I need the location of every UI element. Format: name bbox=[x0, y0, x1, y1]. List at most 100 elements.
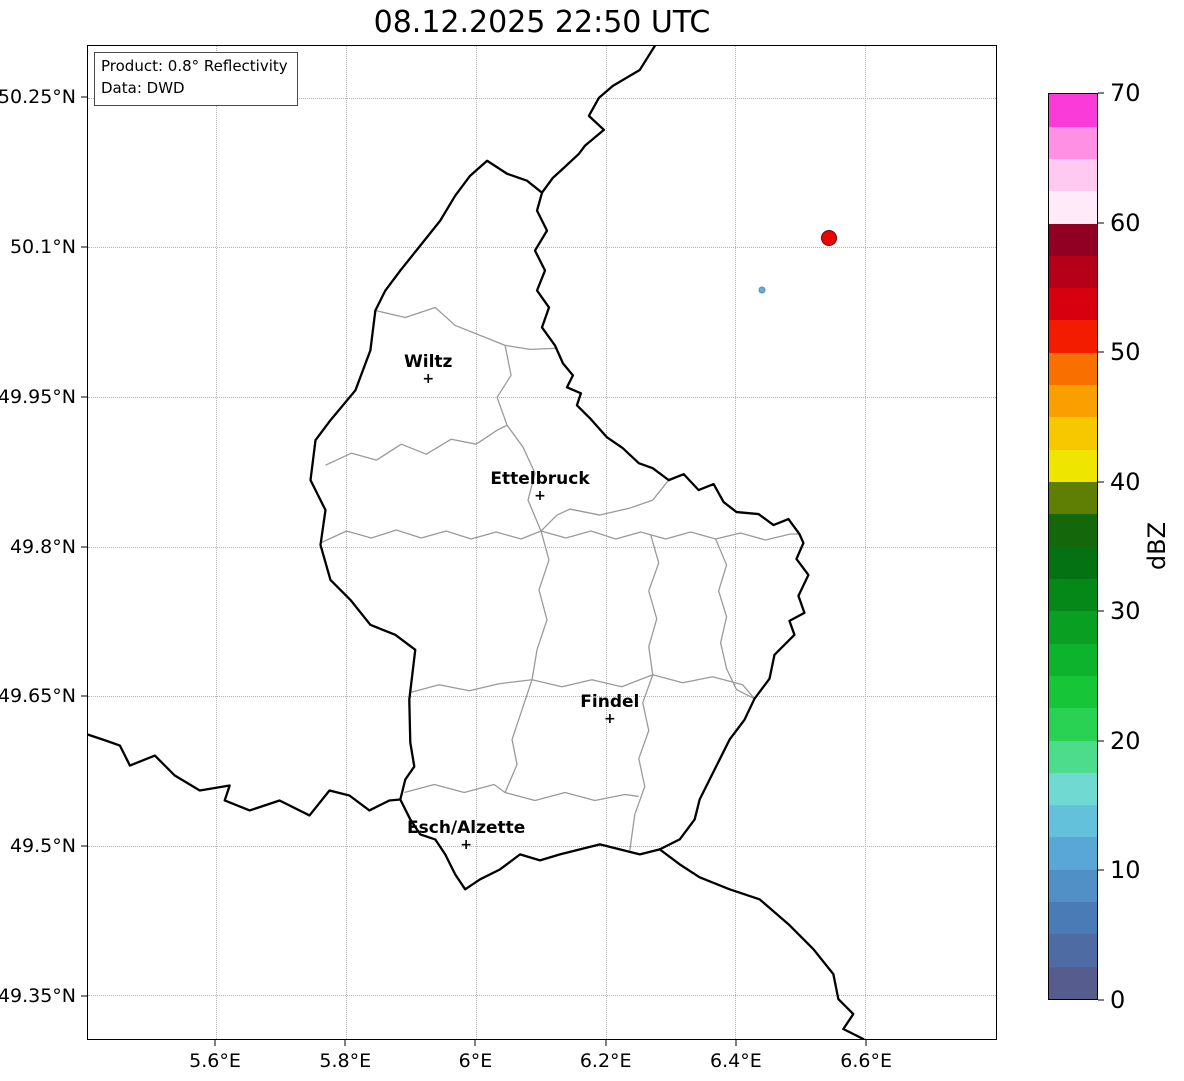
colorbar-segment bbox=[1049, 837, 1097, 870]
x-tick-mark bbox=[605, 1040, 607, 1046]
y-tick-label: 49.65°N bbox=[0, 685, 76, 708]
colorbar-tick-label: 20 bbox=[1110, 726, 1141, 755]
x-tick-mark bbox=[344, 1040, 346, 1046]
y-tick-label: 50.25°N bbox=[0, 86, 76, 109]
city-label: Wiltz bbox=[404, 352, 453, 373]
y-tick-label: 50.1°N bbox=[9, 235, 76, 258]
gridline-horizontal bbox=[88, 397, 996, 399]
district-border bbox=[375, 306, 555, 351]
colorbar-segment bbox=[1049, 255, 1097, 289]
y-tick-label: 49.95°N bbox=[0, 385, 76, 408]
colorbar-segment bbox=[1049, 902, 1097, 935]
x-tick-label: 5.8°E bbox=[319, 1050, 372, 1072]
gridline-horizontal bbox=[88, 546, 996, 548]
colorbar-segment bbox=[1049, 514, 1097, 547]
external-country-border bbox=[540, 46, 656, 194]
colorbar-segment bbox=[1049, 191, 1097, 224]
colorbar-segment bbox=[1049, 578, 1097, 612]
colorbar-segment bbox=[1049, 546, 1097, 579]
gridline-vertical bbox=[475, 46, 477, 1039]
colorbar-segment bbox=[1049, 675, 1097, 709]
y-tick-label: 49.35°N bbox=[0, 985, 76, 1008]
colorbar-segment bbox=[1049, 320, 1097, 353]
colorbar-tick-mark bbox=[1098, 481, 1104, 483]
product-info-box: Product: 0.8° Reflectivity Data: DWD bbox=[94, 52, 298, 106]
colorbar-segment bbox=[1049, 126, 1097, 159]
district-border bbox=[629, 534, 660, 851]
city-marker: + bbox=[460, 837, 473, 854]
y-axis: 50.25°N 50.1°N 49.95°N 49.8°N 49.65°N 49.5°N 4… bbox=[0, 45, 87, 1040]
x-tick-label: 6.4°E bbox=[710, 1050, 762, 1072]
x-axis: 5.6°E 5.8°E 6°E 6.2°E 6.4°E 6.6°E bbox=[87, 1040, 997, 1081]
colorbar-segment bbox=[1049, 223, 1097, 256]
colorbar-tick-label: 60 bbox=[1110, 208, 1141, 237]
colorbar-segment bbox=[1049, 449, 1097, 482]
radar-echo bbox=[758, 286, 766, 294]
colorbar-segment bbox=[1049, 417, 1097, 450]
colorbar-segment bbox=[1049, 643, 1097, 676]
x-tick-mark bbox=[735, 1040, 737, 1046]
city-label: Esch/Alzette bbox=[407, 818, 526, 839]
gridline-horizontal bbox=[88, 845, 996, 847]
colorbar bbox=[1048, 93, 1098, 1000]
x-tick-label: 5.6°E bbox=[189, 1050, 241, 1072]
y-tick-mark bbox=[81, 246, 87, 248]
x-tick-mark bbox=[474, 1040, 476, 1046]
country-border-luxembourg bbox=[309, 159, 810, 891]
colorbar-tick-label: 50 bbox=[1110, 338, 1141, 367]
colorbar-segment bbox=[1049, 934, 1097, 967]
colorbar-tick-mark bbox=[1098, 92, 1104, 94]
district-border bbox=[496, 345, 542, 532]
x-tick-mark bbox=[214, 1040, 216, 1046]
x-tick-label: 6.2°E bbox=[579, 1050, 632, 1072]
colorbar-segment bbox=[1049, 158, 1097, 192]
x-tick-mark bbox=[865, 1040, 867, 1046]
gridline-vertical bbox=[605, 46, 607, 1039]
data-source-line: Data: DWD bbox=[101, 78, 185, 97]
city-label: Ettelbruck bbox=[490, 469, 590, 490]
colorbar-tick-mark bbox=[1098, 222, 1104, 224]
city-marker: + bbox=[603, 710, 616, 727]
x-tick-label: 6°E bbox=[458, 1050, 493, 1072]
plot-title: 08.12.2025 22:50 UTC bbox=[373, 5, 711, 40]
y-tick-mark bbox=[81, 396, 87, 398]
colorbar-tick-mark bbox=[1098, 999, 1104, 1001]
map-plot-area: Product: 0.8° Reflectivity Data: DWD + Wi… bbox=[87, 45, 997, 1040]
product-line: Product: 0.8° Reflectivity bbox=[101, 57, 288, 75]
district-border bbox=[320, 529, 800, 544]
colorbar-segment bbox=[1049, 708, 1097, 741]
city-marker: + bbox=[534, 488, 546, 505]
y-tick-mark bbox=[81, 96, 87, 98]
external-country-border bbox=[88, 733, 402, 817]
y-tick-label: 49.8°N bbox=[9, 535, 76, 558]
district-border bbox=[540, 479, 670, 532]
colorbar-tick-label: 30 bbox=[1110, 597, 1141, 626]
colorbar-unit-label: dBZ bbox=[1143, 521, 1171, 571]
gridline-horizontal bbox=[88, 97, 996, 99]
y-tick-mark bbox=[81, 995, 87, 997]
colorbar-segment bbox=[1049, 385, 1097, 418]
colorbar-segment bbox=[1049, 482, 1097, 515]
colorbar-segment bbox=[1049, 611, 1097, 644]
gridline-vertical bbox=[215, 46, 217, 1039]
map-borders-svg bbox=[88, 46, 865, 1039]
city-marker: + bbox=[422, 371, 435, 388]
colorbar-tick-mark bbox=[1098, 740, 1104, 742]
colorbar-tick-mark bbox=[1098, 351, 1104, 353]
city-label: Findel bbox=[580, 691, 640, 712]
colorbar-tick-label: 70 bbox=[1110, 79, 1141, 107]
colorbar-segment bbox=[1049, 966, 1097, 999]
district-border bbox=[409, 674, 756, 700]
colorbar-segment bbox=[1049, 869, 1097, 903]
colorbar-ticks: 0 10 20 30 40 50 60 70 bbox=[1098, 79, 1168, 1014]
colorbar-tick-label: 10 bbox=[1110, 856, 1141, 885]
gridline-vertical bbox=[865, 46, 867, 1039]
colorbar-segment bbox=[1049, 740, 1097, 773]
colorbar-segment bbox=[1049, 352, 1097, 386]
colorbar-tick-mark bbox=[1098, 869, 1104, 871]
district-border bbox=[325, 424, 508, 466]
gridline-horizontal bbox=[88, 247, 996, 249]
y-tick-mark bbox=[81, 695, 87, 697]
gridline-horizontal bbox=[88, 995, 996, 997]
